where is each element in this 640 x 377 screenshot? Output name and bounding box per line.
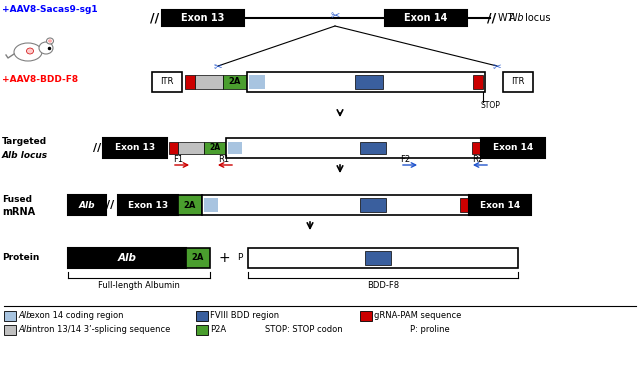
- Text: //: //: [488, 12, 497, 25]
- Bar: [186, 248, 210, 268]
- Text: Exon 13: Exon 13: [128, 201, 168, 210]
- Bar: [196, 325, 208, 335]
- Text: ITR: ITR: [160, 78, 173, 86]
- Bar: [355, 75, 383, 89]
- Text: +: +: [218, 251, 230, 265]
- Bar: [385, 10, 467, 26]
- Bar: [178, 142, 204, 154]
- Text: FVIII BDD region: FVIII BDD region: [210, 311, 279, 320]
- Bar: [248, 248, 518, 268]
- Bar: [118, 195, 178, 215]
- Text: 2A: 2A: [229, 78, 241, 86]
- Bar: [247, 72, 485, 92]
- Ellipse shape: [39, 42, 53, 54]
- Text: +AAV8-Sacas9-sg1: +AAV8-Sacas9-sg1: [2, 6, 98, 14]
- Bar: [249, 75, 265, 89]
- Text: Exon 13: Exon 13: [115, 144, 155, 153]
- Text: 2A: 2A: [192, 253, 204, 262]
- Bar: [204, 198, 218, 212]
- Bar: [360, 198, 386, 212]
- Bar: [4, 311, 16, 321]
- Bar: [178, 195, 202, 215]
- Bar: [103, 138, 167, 158]
- Text: WT: WT: [498, 13, 516, 23]
- Bar: [360, 311, 372, 321]
- Bar: [196, 311, 208, 321]
- Text: BDD-F8: BDD-F8: [367, 280, 399, 290]
- Text: //: //: [106, 200, 114, 210]
- Text: ✂: ✂: [214, 61, 222, 71]
- Bar: [223, 75, 247, 89]
- Text: Alb: Alb: [509, 13, 525, 23]
- Bar: [365, 251, 391, 265]
- Text: locus: locus: [522, 13, 550, 23]
- Ellipse shape: [14, 43, 42, 61]
- Text: Alb: Alb: [118, 253, 136, 263]
- Text: Targeted: Targeted: [2, 138, 47, 147]
- Text: ✂: ✂: [330, 11, 340, 21]
- Bar: [460, 198, 469, 212]
- Bar: [469, 195, 531, 215]
- Text: mRNA: mRNA: [2, 207, 35, 217]
- Text: P2A: P2A: [210, 325, 226, 334]
- Text: ITR: ITR: [511, 78, 525, 86]
- Bar: [185, 75, 195, 89]
- Text: Alb: Alb: [18, 325, 31, 334]
- Text: R1: R1: [218, 155, 230, 164]
- Bar: [472, 142, 481, 154]
- Text: F2: F2: [400, 155, 410, 164]
- Text: Fused: Fused: [2, 195, 32, 204]
- Text: Exon 14: Exon 14: [404, 13, 448, 23]
- Bar: [195, 75, 223, 89]
- Bar: [162, 10, 244, 26]
- Bar: [169, 142, 178, 154]
- Text: Exon 14: Exon 14: [480, 201, 520, 210]
- Text: P: P: [237, 253, 243, 262]
- Text: STOP: STOP codon: STOP: STOP codon: [265, 325, 342, 334]
- Bar: [226, 138, 484, 158]
- Text: Alb: Alb: [18, 311, 31, 320]
- Text: //: //: [93, 143, 101, 153]
- Ellipse shape: [47, 38, 54, 44]
- Bar: [204, 142, 226, 154]
- Text: Exon 14: Exon 14: [493, 144, 533, 153]
- Text: R2: R2: [472, 155, 484, 164]
- Bar: [68, 248, 186, 268]
- Bar: [481, 138, 545, 158]
- Text: Alb: Alb: [79, 201, 95, 210]
- Text: exon 14 coding region: exon 14 coding region: [27, 311, 124, 320]
- Text: ✂: ✂: [493, 61, 501, 71]
- Text: //: //: [150, 12, 159, 25]
- Bar: [68, 195, 106, 215]
- Text: P: proline: P: proline: [410, 325, 450, 334]
- Bar: [473, 75, 483, 89]
- Text: 2A: 2A: [184, 201, 196, 210]
- Text: intron 13/14 3’-splicing sequence: intron 13/14 3’-splicing sequence: [27, 325, 170, 334]
- Bar: [228, 142, 242, 154]
- Text: Protein: Protein: [2, 253, 40, 262]
- Text: gRNA-PAM sequence: gRNA-PAM sequence: [374, 311, 461, 320]
- Ellipse shape: [26, 48, 33, 54]
- Text: STOP: STOP: [480, 101, 500, 110]
- Bar: [4, 325, 16, 335]
- Bar: [360, 142, 386, 154]
- Text: F1: F1: [173, 155, 183, 164]
- Bar: [202, 195, 474, 215]
- Text: Full-length Albumin: Full-length Albumin: [98, 280, 180, 290]
- Bar: [503, 72, 533, 92]
- Ellipse shape: [48, 39, 52, 43]
- Text: Exon 13: Exon 13: [181, 13, 225, 23]
- Text: 2A: 2A: [209, 144, 221, 153]
- Text: +AAV8-BDD-F8: +AAV8-BDD-F8: [2, 75, 78, 84]
- Text: Alb locus: Alb locus: [2, 150, 48, 159]
- Bar: [152, 72, 182, 92]
